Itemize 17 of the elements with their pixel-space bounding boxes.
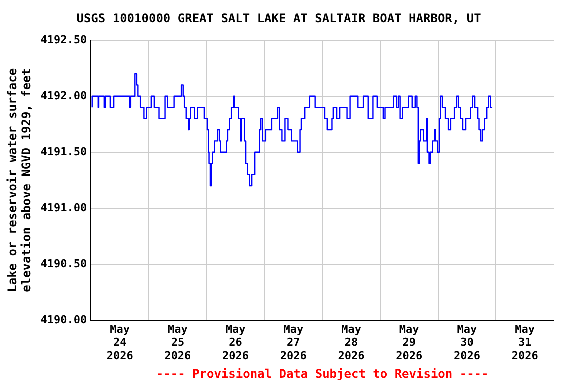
x-tick-label: May 26 2026 (222, 322, 250, 362)
y-tick-label: 4191.50 (40, 145, 88, 158)
y-tick-label: 4192.00 (40, 89, 88, 102)
chart-title: USGS 10010000 GREAT SALT LAKE AT SALTAIR BOAT HARBOR, UT (76, 11, 482, 26)
x-tick-label: May 30 2026 (454, 322, 481, 362)
y-tick-label: 4192.50 (40, 33, 88, 46)
x-tick-label: May 28 2026 (338, 322, 366, 362)
x-tick-label: May 25 2026 (164, 322, 192, 362)
x-tick-label: May 31 2026 (512, 322, 539, 362)
text: ---- Provisional Data Subject to Revision ---- (156, 367, 489, 382)
x-tick-label: May 29 2026 (396, 322, 423, 362)
y-tick-label: 4191.00 (40, 201, 88, 214)
y-axis-title: Lake or reservoir water surface elevation above NGVD 1929, feet (5, 68, 34, 292)
x-tick-label: May 27 2026 (280, 322, 308, 362)
y-tick-label: 4190.00 (40, 313, 88, 326)
y-tick-label: 4190.50 (40, 257, 88, 270)
x-tick-label: May 24 2026 (106, 322, 134, 362)
